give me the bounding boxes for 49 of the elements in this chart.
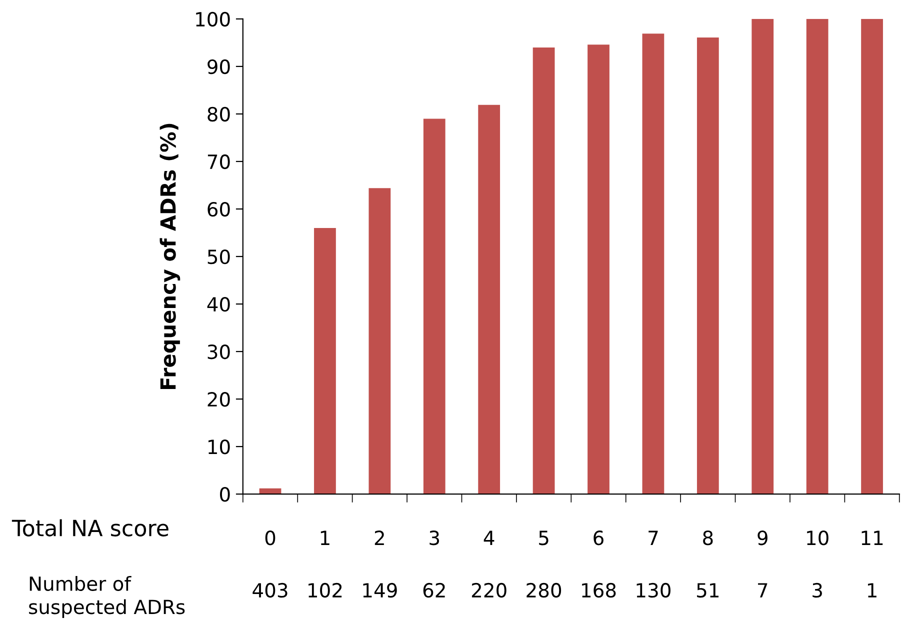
text: 3 (812, 582, 822, 598)
x-tick-label: 8 (703, 530, 713, 546)
text: 102 (308, 582, 342, 598)
text: 168 (582, 582, 616, 598)
x-tick-label: 6 (594, 530, 604, 546)
y-tick-label: 80 (208, 106, 230, 122)
bar (588, 44, 610, 494)
x-axis-title: Total NA score (12, 519, 168, 536)
text: 130 (636, 582, 670, 598)
y-tick-label: 70 (208, 154, 230, 170)
text: 51 (697, 583, 718, 598)
x-tick-label: 10 (807, 530, 828, 546)
text: 280 (526, 582, 562, 598)
y-tick-label: 30 (208, 344, 230, 360)
text: 403 (252, 582, 288, 598)
bar (478, 104, 500, 494)
x-tick-label: 1 (320, 530, 330, 545)
y-tick-label: 100 (196, 12, 230, 27)
x-tick-label: 11 (862, 530, 883, 545)
x-tick-label: 5 (539, 530, 548, 546)
bar (532, 47, 555, 494)
y-tick-label: 90 (208, 59, 230, 74)
x-tick-label: 2 (374, 530, 384, 545)
text: 7 (758, 583, 768, 598)
bar (806, 18, 828, 494)
y-axis-title: Frequency of ADRs (%) (160, 124, 180, 390)
text: Number of suspected ADRs (29, 576, 185, 618)
x-tick-label: 0 (265, 530, 276, 546)
y-tick-label: 50 (208, 249, 230, 264)
x-tick-label: 9 (758, 530, 768, 546)
x-tick-label: 4 (484, 530, 494, 545)
y-tick-label: 40 (207, 296, 230, 312)
x-tick-label: 7 (648, 530, 658, 545)
text: 149 (363, 582, 397, 598)
text: 1 (868, 583, 876, 598)
text: 220 (472, 582, 506, 598)
bar (368, 188, 391, 494)
bar (423, 118, 446, 494)
bar (314, 228, 336, 494)
bar (642, 34, 664, 494)
bar (861, 18, 883, 494)
bar (752, 18, 774, 494)
y-tick-label: 10 (208, 440, 230, 454)
y-tick-label: 60 (208, 202, 230, 217)
x-tick-label: 3 (430, 530, 440, 546)
bar (696, 37, 719, 494)
text: 62 (423, 582, 445, 598)
y-tick-label: 20 (208, 392, 230, 407)
y-tick-label: 0 (220, 487, 230, 502)
